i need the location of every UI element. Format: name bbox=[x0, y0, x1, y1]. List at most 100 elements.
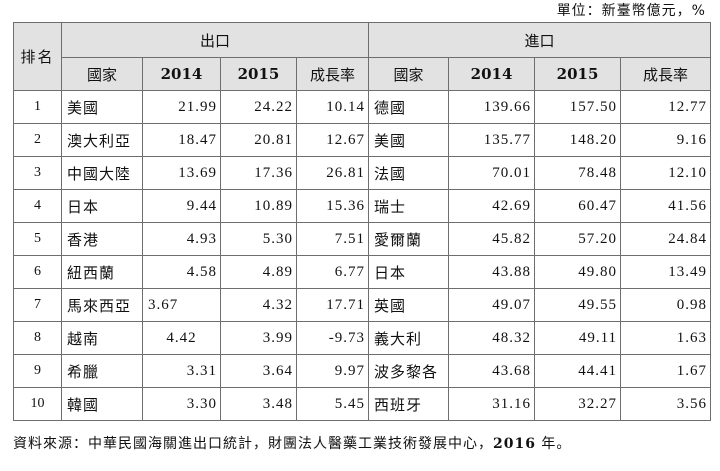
import-country-cell: 瑞士 bbox=[368, 189, 450, 223]
export-growth-cell: 10.14 bbox=[295, 90, 370, 124]
import-2014-cell: 70.01 bbox=[448, 156, 536, 190]
import-2015-cell: 78.48 bbox=[534, 156, 622, 190]
import-2015-header: 2015 bbox=[534, 57, 622, 91]
export-country-header: 國家 bbox=[61, 57, 143, 91]
import-2015-cell: 60.47 bbox=[534, 189, 622, 223]
export-2014-cell: 4.93 bbox=[142, 222, 221, 256]
import-country-cell: 西班牙 bbox=[368, 387, 450, 421]
export-2015-cell: 4.89 bbox=[220, 255, 297, 289]
rank-cell: 3 bbox=[13, 156, 62, 190]
rank-cell: 7 bbox=[13, 288, 62, 322]
import-country-cell: 愛爾蘭 bbox=[368, 222, 450, 256]
import-growth-cell: 12.10 bbox=[620, 156, 712, 190]
source-note: 資料來源：中華民國海關進出口統計，財團法人醫藥工業技術發展中心，2016 年。 bbox=[13, 433, 571, 455]
table-row: 8 越南 4.42 3.99 -9.73 義大利 48.32 49.11 1.6… bbox=[13, 321, 712, 355]
export-2015-cell: 10.89 bbox=[220, 189, 297, 223]
import-country-cell: 英國 bbox=[368, 288, 450, 322]
import-growth-cell: 12.77 bbox=[620, 90, 712, 124]
import-growth-header: 成長率 bbox=[620, 57, 712, 91]
export-country-cell: 韓國 bbox=[61, 387, 143, 421]
import-2014-cell: 49.07 bbox=[448, 288, 536, 322]
table-row: 10 韓國 3.30 3.48 5.45 西班牙 31.16 32.27 3.5… bbox=[13, 387, 712, 421]
import-growth-cell: 13.49 bbox=[620, 255, 712, 289]
import-growth-cell: 1.67 bbox=[620, 354, 712, 388]
table-row: 5 香港 4.93 5.30 7.51 愛爾蘭 45.82 57.20 24.8… bbox=[13, 222, 712, 256]
header-row-columns: 國家 2014 2015 成長率 國家 2014 2015 成長率 bbox=[14, 57, 712, 91]
import-2014-cell: 139.66 bbox=[448, 90, 536, 124]
export-2015-cell: 20.81 bbox=[220, 123, 297, 157]
table-row: 4 日本 9.44 10.89 15.36 瑞士 42.69 60.47 41.… bbox=[13, 189, 712, 223]
import-2014-header: 2014 bbox=[448, 57, 536, 91]
export-country-cell: 越南 bbox=[61, 321, 143, 355]
source-suffix: 年。 bbox=[535, 436, 572, 452]
export-country-cell: 香港 bbox=[61, 222, 143, 256]
export-country-cell: 澳大利亞 bbox=[61, 123, 143, 157]
export-2015-cell: 5.30 bbox=[220, 222, 297, 256]
export-growth-cell: 5.45 bbox=[295, 387, 370, 421]
import-growth-cell: 0.98 bbox=[620, 288, 712, 322]
import-2014-cell: 43.68 bbox=[448, 354, 536, 388]
import-2015-cell: 148.20 bbox=[534, 123, 622, 157]
table-row: 6 紐西蘭 4.58 4.89 6.77 日本 43.88 49.80 13.4… bbox=[13, 255, 712, 289]
rank-cell: 10 bbox=[13, 387, 62, 421]
table-row: 1 美國 21.99 24.22 10.14 德國 139.66 157.50 … bbox=[13, 90, 712, 124]
import-2015-cell: 49.55 bbox=[534, 288, 622, 322]
export-2014-cell: 4.58 bbox=[142, 255, 221, 289]
export-growth-cell: 6.77 bbox=[295, 255, 370, 289]
rank-cell: 9 bbox=[13, 354, 62, 388]
export-country-cell: 美國 bbox=[61, 90, 143, 124]
export-2014-cell: 3.67 bbox=[142, 288, 221, 322]
import-country-cell: 德國 bbox=[368, 90, 450, 124]
import-growth-cell: 3.56 bbox=[620, 387, 712, 421]
unit-label: 單位：新臺幣億元，% bbox=[556, 3, 706, 19]
rank-cell: 2 bbox=[13, 123, 62, 157]
export-2015-header: 2015 bbox=[220, 57, 297, 91]
import-growth-cell: 9.16 bbox=[620, 123, 712, 157]
export-growth-cell: 17.71 bbox=[295, 288, 370, 322]
import-country-cell: 法國 bbox=[368, 156, 450, 190]
export-2015-cell: 4.32 bbox=[220, 288, 297, 322]
rank-cell: 6 bbox=[13, 255, 62, 289]
source-text: 資料來源：中華民國海關進出口統計，財團法人醫藥工業技術發展中心， bbox=[13, 436, 493, 452]
export-growth-cell: 9.97 bbox=[295, 354, 370, 388]
export-country-cell: 中國大陸 bbox=[61, 156, 143, 190]
trade-table: 排名 出口 進口 國家 2014 2015 成長率 國家 2014 2015 成… bbox=[13, 22, 712, 421]
export-2014-header: 2014 bbox=[142, 57, 221, 91]
import-country-cell: 義大利 bbox=[368, 321, 450, 355]
export-country-cell: 馬來西亞 bbox=[61, 288, 143, 322]
export-2014-cell: 18.47 bbox=[142, 123, 221, 157]
export-2014-cell: 13.69 bbox=[142, 156, 221, 190]
import-2015-cell: 49.11 bbox=[534, 321, 622, 355]
import-growth-cell: 41.56 bbox=[620, 189, 712, 223]
export-group-header: 出口 bbox=[60, 22, 370, 58]
table-row: 7 馬來西亞 3.67 4.32 17.71 英國 49.07 49.55 0.… bbox=[13, 288, 712, 322]
import-2014-cell: 42.69 bbox=[448, 189, 536, 223]
export-growth-cell: 26.81 bbox=[295, 156, 370, 190]
export-country-cell: 紐西蘭 bbox=[61, 255, 143, 289]
import-2014-cell: 45.82 bbox=[448, 222, 536, 256]
export-2015-cell: 24.22 bbox=[220, 90, 297, 124]
export-growth-cell: 15.36 bbox=[295, 189, 370, 223]
import-country-cell: 波多黎各 bbox=[368, 354, 450, 388]
export-country-cell: 希臘 bbox=[61, 354, 143, 388]
import-2015-cell: 57.20 bbox=[534, 222, 622, 256]
rank-cell: 1 bbox=[13, 90, 62, 124]
import-2014-cell: 135.77 bbox=[448, 123, 536, 157]
import-2015-cell: 44.41 bbox=[534, 354, 622, 388]
export-2015-cell: 3.48 bbox=[220, 387, 297, 421]
import-2014-cell: 48.32 bbox=[448, 321, 536, 355]
import-2015-cell: 157.50 bbox=[534, 90, 622, 124]
export-2015-cell: 17.36 bbox=[220, 156, 297, 190]
rank-cell: 8 bbox=[13, 321, 62, 355]
table-row: 3 中國大陸 13.69 17.36 26.81 法國 70.01 78.48 … bbox=[13, 156, 712, 190]
header-row-groups: 排名 出口 進口 bbox=[13, 22, 712, 91]
rank-cell: 4 bbox=[13, 189, 62, 223]
table-row: 2 澳大利亞 18.47 20.81 12.67 美國 135.77 148.2… bbox=[13, 123, 712, 157]
export-growth-header: 成長率 bbox=[295, 57, 370, 91]
source-year: 2016 bbox=[493, 436, 536, 452]
rank-cell: 5 bbox=[13, 222, 62, 256]
import-growth-cell: 1.63 bbox=[620, 321, 712, 355]
export-growth-cell: 7.51 bbox=[295, 222, 370, 256]
export-2014-cell: 4.42 bbox=[142, 321, 221, 355]
export-2014-cell: 3.30 bbox=[142, 387, 221, 421]
